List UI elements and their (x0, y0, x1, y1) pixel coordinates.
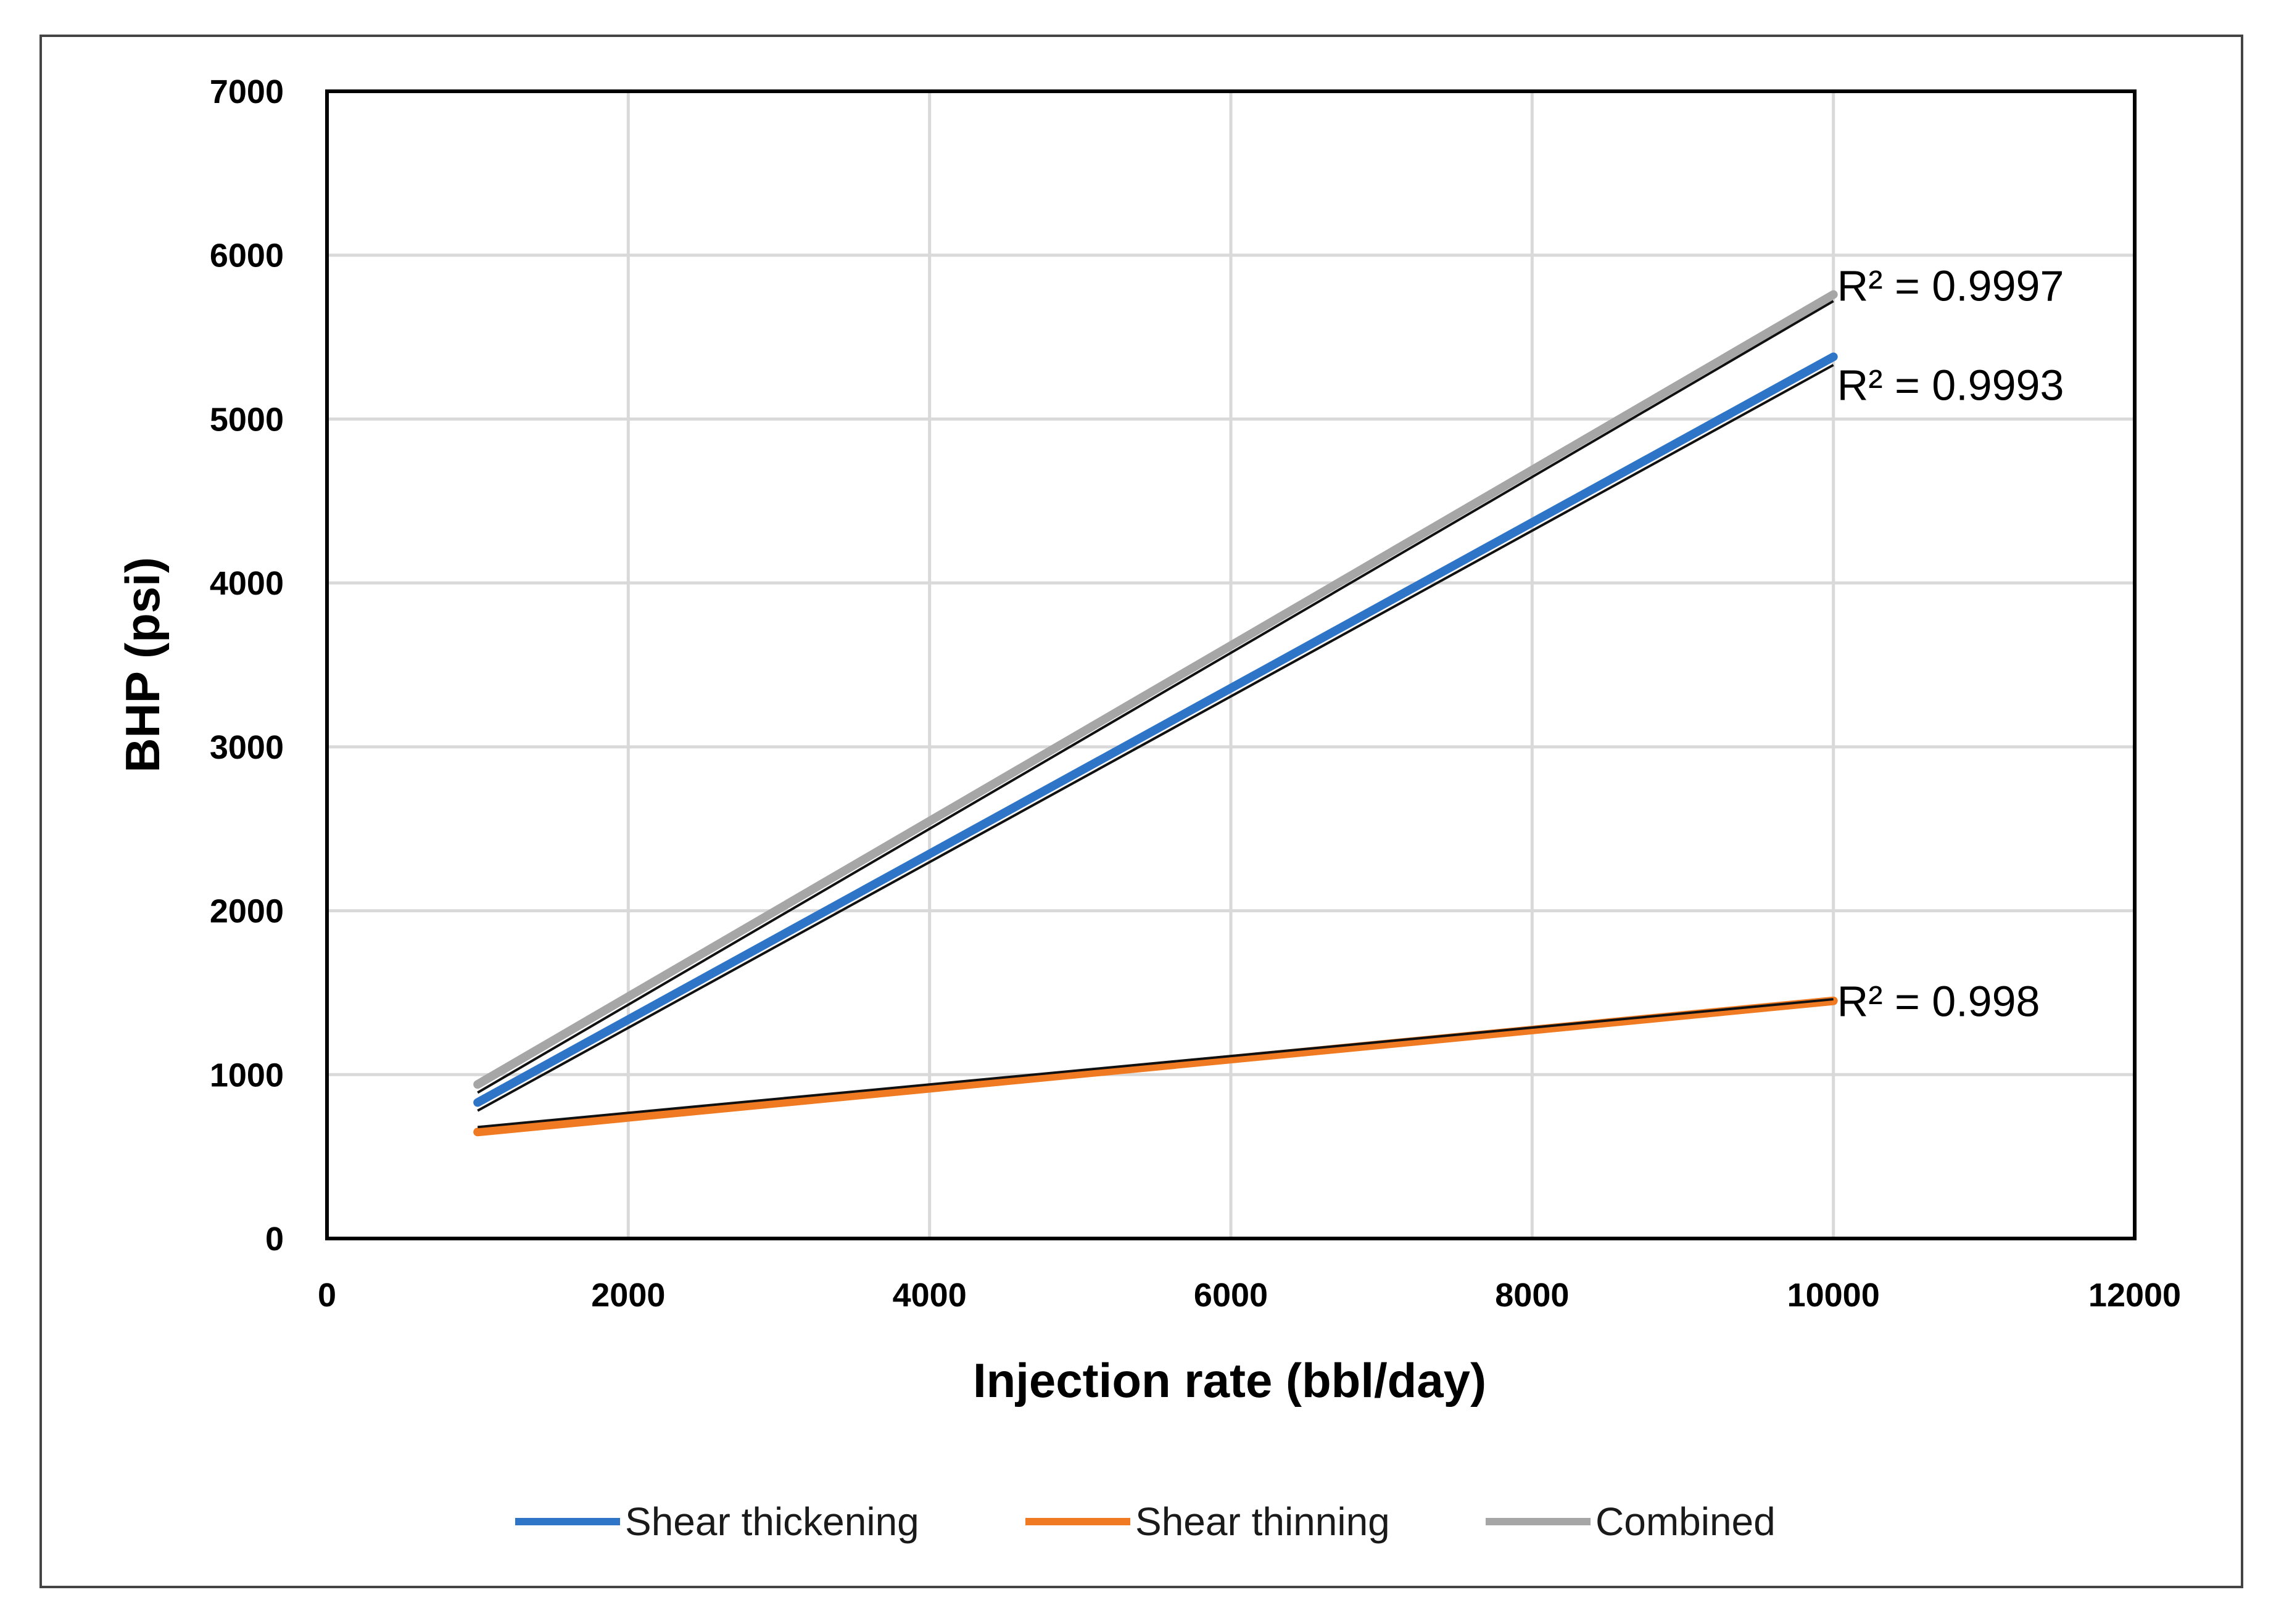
y-tick-label: 1000 (210, 1057, 284, 1094)
y-tick-label: 4000 (210, 565, 284, 602)
y-tick-label: 2000 (210, 893, 284, 930)
x-axis-ticks: 0 2000 4000 6000 8000 10000 12000 (318, 1277, 2181, 1314)
y-tick-label: 3000 (210, 729, 284, 766)
x-tick-label: 12000 (2088, 1277, 2181, 1314)
x-tick-label: 2000 (591, 1277, 665, 1314)
r2-label-shear-thinning: R² = 0.998 (1837, 978, 2040, 1026)
chart-frame (39, 35, 2243, 1588)
x-tick-label: 4000 (893, 1277, 967, 1314)
trend-lines (477, 300, 1834, 1129)
legend: Shear thickening Shear thinning Combined (515, 1499, 1776, 1544)
plot-area-border (325, 89, 2137, 1240)
r2-label-shear-thickening: R² = 0.9993 (1837, 361, 2064, 409)
r2-label-combined: R² = 0.9997 (1837, 262, 2064, 310)
trendline-shear-thickening (477, 363, 1834, 1112)
legend-label-combined: Combined (1595, 1499, 1776, 1544)
x-tick-label: 10000 (1787, 1277, 1880, 1314)
y-tick-label: 5000 (210, 401, 284, 438)
y-tick-label: 0 (265, 1221, 284, 1258)
series-line-shear-thinning (473, 996, 1838, 1137)
y-axis-title: BHP (psi) (115, 557, 170, 773)
x-tick-label: 6000 (1194, 1277, 1268, 1314)
series-line-combined (473, 290, 1838, 1089)
x-tick-label: 8000 (1495, 1277, 1569, 1314)
gridlines (327, 91, 2135, 1239)
series-line-shear-thickening (473, 352, 1838, 1107)
legend-label-shear-thinning: Shear thinning (1135, 1499, 1390, 1544)
y-tick-label: 7000 (210, 73, 284, 110)
y-tick-label: 6000 (210, 237, 284, 274)
x-tick-label: 0 (318, 1277, 336, 1314)
x-axis-title: Injection rate (bbl/day) (973, 1353, 1486, 1408)
trendline-shear-thinning (477, 998, 1834, 1129)
r2-labels: R² = 0.9993 R² = 0.998 R² = 0.9997 (1837, 262, 2064, 1025)
legend-label-shear-thickening: Shear thickening (625, 1499, 919, 1544)
series-lines (473, 290, 1838, 1137)
trendline-combined (477, 300, 1834, 1094)
y-axis-ticks: 0 1000 2000 3000 4000 5000 6000 7000 (210, 73, 284, 1258)
